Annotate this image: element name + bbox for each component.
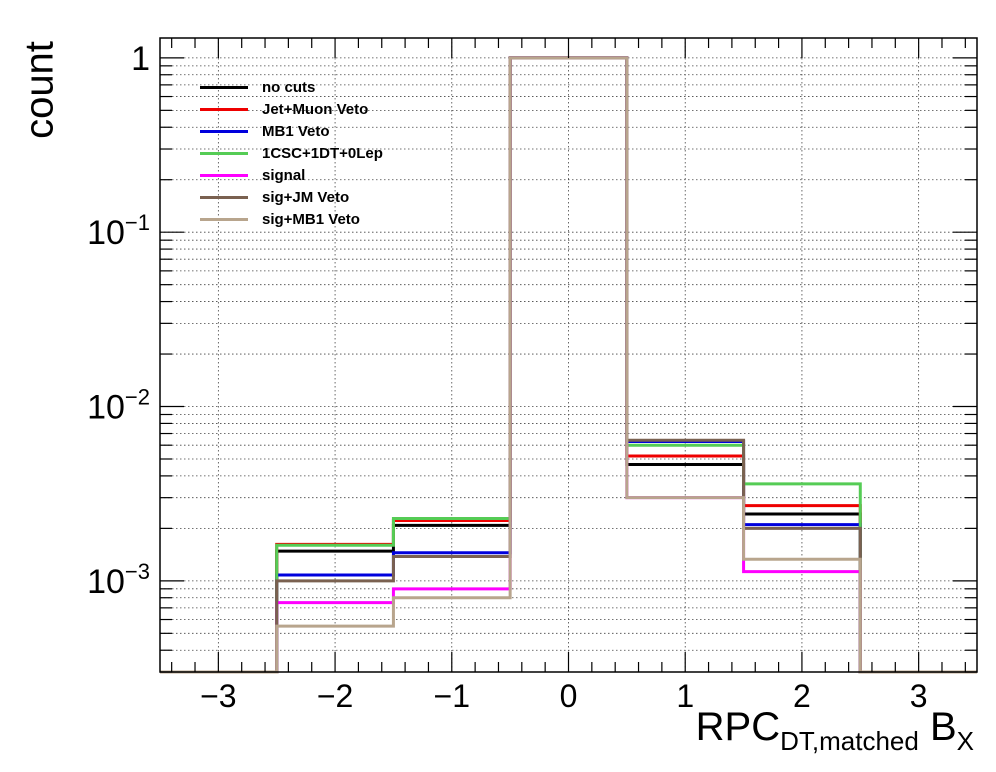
legend-item: signal xyxy=(200,164,305,186)
x-axis-title-suffix: B xyxy=(929,705,957,749)
x-axis-title-suffix-subscript: X xyxy=(956,726,974,756)
legend-label: no cuts xyxy=(262,78,316,96)
y-tick-label: 10−2 xyxy=(87,385,150,427)
y-axis-title: count xyxy=(17,41,62,139)
grid xyxy=(160,38,977,673)
legend-label: 1CSC+1DT+0Lep xyxy=(262,144,383,162)
legend-swatch xyxy=(200,151,248,155)
y-tick-label: 1 xyxy=(131,40,150,78)
legend-swatch xyxy=(200,129,248,133)
x-axis-title-subscript: DT,matched xyxy=(780,726,919,756)
x-tick-label: 1 xyxy=(676,678,694,714)
legend-label: sig+JM Veto xyxy=(262,188,350,206)
legend-item: no cuts xyxy=(200,76,315,98)
legend-item: 1CSC+1DT+0Lep xyxy=(200,142,383,164)
x-tick-label: −3 xyxy=(200,678,236,714)
legend-swatch xyxy=(200,173,248,177)
axis-ticks xyxy=(160,38,977,673)
legend-swatch xyxy=(200,195,248,199)
tick-labels: −3 −2 −1 0 1 2 3 1 10−1 10−2 10−3 xyxy=(87,40,927,714)
x-axis-title-main: RPC xyxy=(695,705,781,749)
legend-label: sig+MB1 Veto xyxy=(262,210,360,228)
x-tick-label: 0 xyxy=(560,678,578,714)
x-tick-label: −1 xyxy=(434,678,470,714)
x-axis-title: RPCDT,matched BX xyxy=(696,705,974,757)
legend-label: MB1 Veto xyxy=(262,122,330,140)
legend-swatch xyxy=(200,217,248,221)
legend-item: sig+JM Veto xyxy=(200,186,349,208)
legend-item: MB1 Veto xyxy=(200,120,330,142)
legend-swatch xyxy=(200,85,248,89)
y-tick-label: 10−1 xyxy=(87,210,150,252)
x-tick-label: 3 xyxy=(910,678,928,714)
x-tick-label: −2 xyxy=(317,678,353,714)
legend-item: Jet+Muon Veto xyxy=(200,98,368,120)
legend-swatch xyxy=(200,107,248,111)
legend-label: signal xyxy=(262,166,306,184)
x-tick-label: 2 xyxy=(793,678,811,714)
legend-label: Jet+Muon Veto xyxy=(262,100,369,118)
legend-item: sig+MB1 Veto xyxy=(200,208,360,230)
y-tick-label: 10−3 xyxy=(87,559,150,601)
